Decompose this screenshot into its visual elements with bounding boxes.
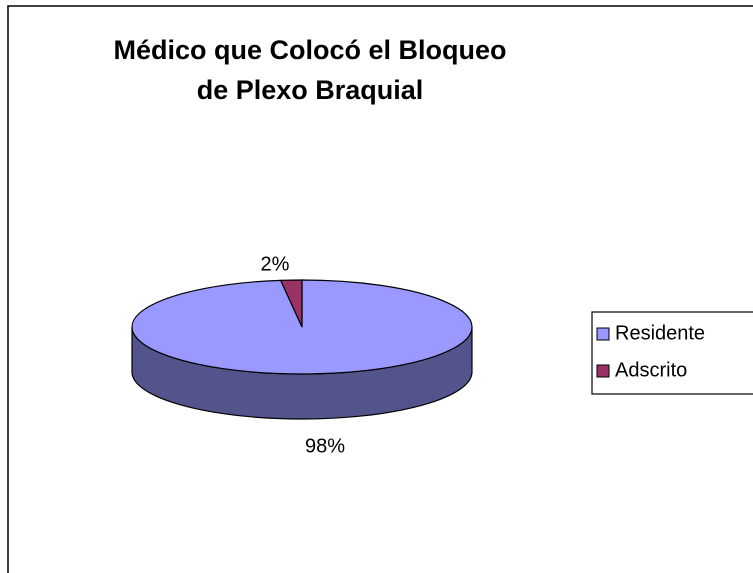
legend-swatch bbox=[596, 327, 610, 341]
legend-label: Residente bbox=[615, 322, 705, 344]
data-label: 2% bbox=[261, 253, 290, 275]
chart-title: Médico que Colocó el Bloqueo de Plexo Br… bbox=[113, 35, 507, 105]
legend-label: Adscrito bbox=[615, 359, 687, 381]
legend-box bbox=[591, 311, 753, 395]
pie-slice bbox=[279, 279, 303, 328]
data-label: 98% bbox=[305, 435, 345, 457]
legend-swatch bbox=[596, 364, 610, 378]
